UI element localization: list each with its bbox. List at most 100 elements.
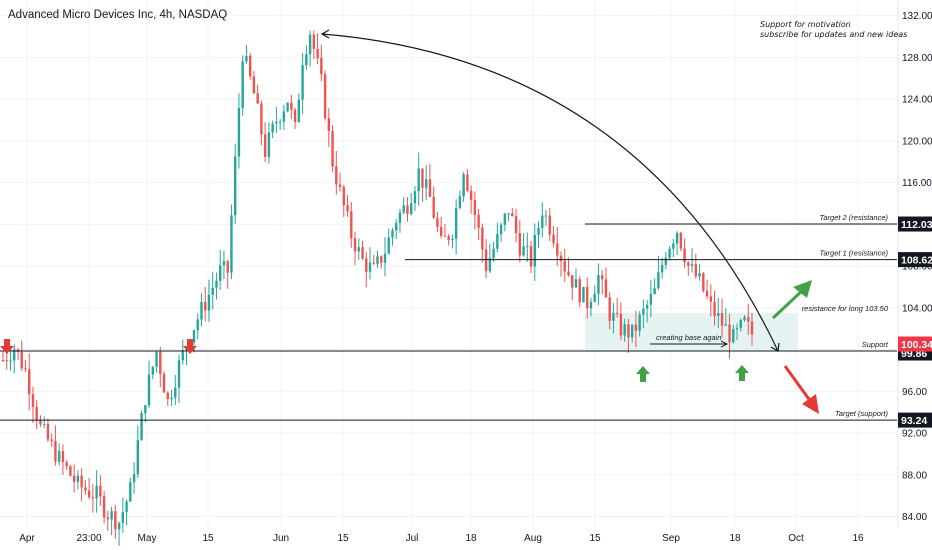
candle	[567, 257, 570, 277]
candle	[413, 186, 417, 211]
candle	[57, 443, 61, 466]
candle-body	[140, 413, 143, 441]
candle	[518, 219, 522, 263]
candle	[642, 299, 645, 329]
candle-body	[559, 255, 563, 261]
base-label: creating base again	[656, 333, 721, 342]
candle-body	[267, 132, 271, 157]
candle	[301, 53, 304, 114]
candle	[170, 389, 173, 407]
candle-body	[117, 522, 121, 530]
candle	[204, 286, 207, 322]
level-label: Target 2 (resistance)	[819, 213, 888, 222]
last-price-tag-bg	[898, 336, 932, 352]
candle	[436, 211, 439, 232]
price-tag-text: 108.62	[901, 255, 932, 267]
candle-body	[241, 61, 244, 109]
arc-arrowhead-start	[320, 29, 330, 39]
candle-body	[556, 243, 559, 256]
candle	[649, 279, 653, 318]
candle	[39, 415, 42, 428]
candle-body	[642, 308, 645, 315]
candle	[54, 425, 57, 466]
candle	[593, 285, 596, 303]
candle-body	[335, 166, 338, 185]
red-projection-arrow	[783, 365, 819, 414]
candle	[619, 302, 623, 341]
candle-body	[106, 517, 110, 520]
candle	[383, 237, 387, 277]
arc-path	[321, 33, 779, 352]
candle	[365, 252, 368, 288]
x-tick-label: 18	[465, 533, 477, 544]
last-price-tag-text: 100.34	[901, 339, 932, 351]
candle-body	[110, 511, 113, 520]
candle-body	[511, 213, 514, 217]
candle-body	[144, 405, 147, 414]
candle-body	[533, 235, 536, 267]
candle	[76, 470, 80, 490]
candle	[222, 250, 226, 280]
candle-body	[316, 48, 319, 59]
candle-body	[630, 324, 634, 338]
candle	[747, 303, 750, 335]
candle-body	[608, 297, 611, 321]
candle	[65, 459, 68, 471]
candle-body	[278, 121, 282, 123]
candle-body	[305, 54, 308, 66]
candle-body	[469, 190, 473, 201]
candle	[24, 360, 27, 373]
candle	[159, 346, 162, 388]
candle-body	[353, 238, 357, 252]
candle-body	[645, 304, 649, 309]
candle-body	[219, 265, 222, 281]
candle-body	[702, 273, 705, 291]
candle	[713, 290, 716, 326]
candle-body	[125, 501, 128, 513]
candle-body	[518, 233, 522, 256]
candle	[597, 263, 600, 306]
candle-body	[690, 264, 694, 266]
candle-body	[54, 440, 57, 462]
candle	[230, 204, 233, 280]
candle-body	[260, 103, 263, 135]
candle-body	[627, 324, 630, 338]
candle	[61, 444, 65, 475]
candle-body	[484, 249, 488, 272]
candle	[252, 71, 256, 94]
candle	[13, 344, 16, 374]
candle-body	[350, 211, 353, 239]
x-tick-label: 15	[337, 533, 349, 544]
red-marker-down	[183, 339, 197, 354]
candle	[462, 171, 465, 202]
candle	[563, 248, 566, 283]
candle	[499, 223, 503, 242]
candle-body	[391, 230, 394, 238]
candle-body	[151, 366, 154, 375]
candle	[615, 297, 619, 318]
green-marker-up	[735, 365, 749, 381]
candle-body	[720, 313, 724, 326]
candle-body	[698, 273, 701, 277]
price-tag: 112.03	[898, 216, 932, 232]
price-tag-bg	[898, 216, 932, 232]
candle	[102, 490, 106, 524]
candle-body	[372, 262, 375, 264]
grid	[0, 0, 897, 528]
candle-body	[544, 215, 548, 217]
y-tick-label: 120.00	[902, 136, 932, 147]
candle	[282, 104, 286, 131]
candle-body	[129, 482, 132, 502]
candle-body	[735, 327, 739, 330]
candle	[421, 168, 424, 202]
candle-body	[724, 324, 727, 326]
candle-body	[578, 279, 581, 303]
y-tick-label: 128.00	[902, 53, 932, 64]
candle-body	[593, 293, 596, 302]
candle-body	[664, 257, 668, 265]
candle-body	[230, 215, 233, 273]
candle-body	[80, 475, 83, 488]
candle	[323, 70, 327, 121]
candle	[544, 209, 548, 227]
